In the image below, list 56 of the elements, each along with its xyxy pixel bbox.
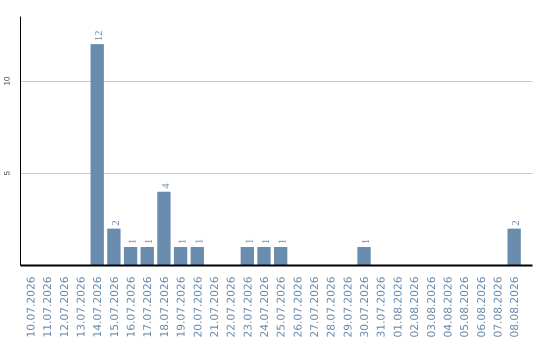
x-tick-label: 07.08.2026 (491, 276, 504, 338)
x-tick-label: 16.07.2026 (124, 276, 138, 338)
x-tick-label: 15.07.2026 (108, 276, 121, 338)
x-tick-label: 04.08.2026 (441, 276, 454, 338)
data-label: 12 (94, 30, 106, 42)
x-tick-label: 18.07.2026 (158, 276, 171, 338)
bar (124, 247, 138, 266)
x-tick-label: 03.08.2026 (424, 276, 438, 338)
x-tick-label: 23.07.2026 (241, 276, 254, 338)
data-label: 1 (194, 238, 206, 244)
bar (90, 44, 104, 266)
x-tick-label: 12.07.2026 (58, 276, 71, 338)
x-tick-label: 30.07.2026 (358, 276, 372, 338)
bar (507, 228, 521, 266)
data-label: 1 (361, 238, 372, 244)
y-tick-label: 5 (2, 170, 12, 176)
x-tick-label: 29.07.2026 (341, 276, 354, 338)
x-tick-label: 17.07.2026 (141, 276, 154, 338)
data-label: 2 (511, 220, 522, 226)
data-label: 1 (178, 238, 189, 244)
x-tick-label: 02.08.2026 (408, 276, 422, 338)
bar (140, 247, 154, 266)
bar (357, 247, 371, 266)
x-tick-label: 28.07.2026 (324, 276, 338, 338)
bar (274, 247, 288, 266)
data-label: 1 (278, 238, 289, 244)
data-label: 1 (128, 238, 139, 244)
x-tick-label: 10.07.2026 (24, 276, 38, 338)
x-tick-label: 25.07.2026 (274, 276, 288, 338)
x-tick-label: 01.08.2026 (391, 276, 404, 338)
data-label: 1 (244, 238, 256, 244)
x-tick-label: 21.07.2026 (208, 276, 221, 338)
x-tick-label: 31.07.2026 (374, 276, 388, 338)
data-label: 2 (110, 220, 122, 226)
x-tick-label: 22.07.2026 (224, 276, 238, 338)
data-label: 1 (144, 238, 156, 244)
bar (107, 228, 121, 266)
x-tick-label: 08.08.2026 (508, 276, 522, 338)
x-tick-label: 20.07.2026 (191, 276, 204, 338)
y-tick-label: 10 (2, 76, 12, 86)
data-label: 1 (260, 238, 272, 244)
bar (174, 247, 188, 266)
bar (190, 247, 204, 266)
x-tick-label: 11.07.2026 (41, 276, 54, 338)
x-tick-label: 26.07.2026 (291, 276, 304, 338)
x-tick-label: 14.07.2026 (91, 276, 104, 338)
x-tick-label: 19.07.2026 (174, 276, 188, 338)
data-label: 4 (160, 182, 172, 189)
x-tick-label: 13.07.2026 (74, 276, 88, 338)
bar (157, 192, 171, 266)
x-tick-label: 24.07.2026 (258, 276, 271, 338)
bar (257, 247, 271, 266)
x-tick-label: 05.08.2026 (458, 276, 472, 338)
x-tick-label: 06.08.2026 (474, 276, 488, 338)
bar (240, 247, 254, 266)
x-tick-label: 27.07.2026 (308, 276, 322, 338)
